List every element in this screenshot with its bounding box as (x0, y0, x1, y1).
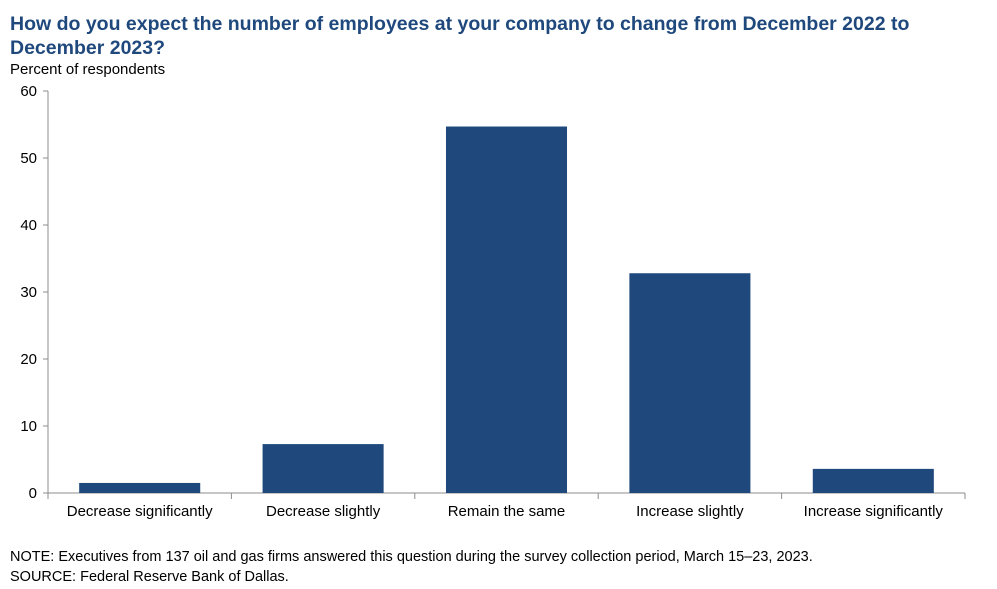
y-axis-label: Percent of respondents (10, 61, 166, 78)
x-tick-label: Decrease slightly (266, 503, 381, 520)
chart-title: How do you expect the number of employee… (10, 13, 910, 59)
bar (812, 468, 934, 493)
note-text: NOTE: Executives from 137 oil and gas fi… (10, 549, 813, 565)
bar (262, 444, 384, 493)
bar (445, 126, 568, 493)
chart-notes: NOTE: Executives from 137 oil and gas fi… (10, 547, 813, 587)
y-tick-label: 30 (20, 284, 37, 301)
bar (629, 273, 751, 493)
x-tick-label: Remain the same (448, 503, 566, 520)
x-tick-label: Increase slightly (636, 503, 744, 520)
y-tick-label: 50 (20, 150, 37, 167)
y-tick-label: 0 (29, 485, 37, 502)
bar-chart: 0 10 20 30 40 50 60 Decrease significantly Decre… (20, 83, 966, 520)
y-tick-label: 10 (20, 418, 37, 435)
y-tick-label: 40 (20, 217, 37, 234)
y-tick-label: 60 (20, 83, 37, 100)
bar (79, 482, 201, 493)
x-tick-label: Decrease significantly (67, 503, 213, 520)
y-tick-label: 20 (20, 351, 37, 368)
source-text: SOURCE: Federal Reserve Bank of Dallas. (10, 569, 289, 585)
x-tick-label: Increase significantly (804, 503, 944, 520)
